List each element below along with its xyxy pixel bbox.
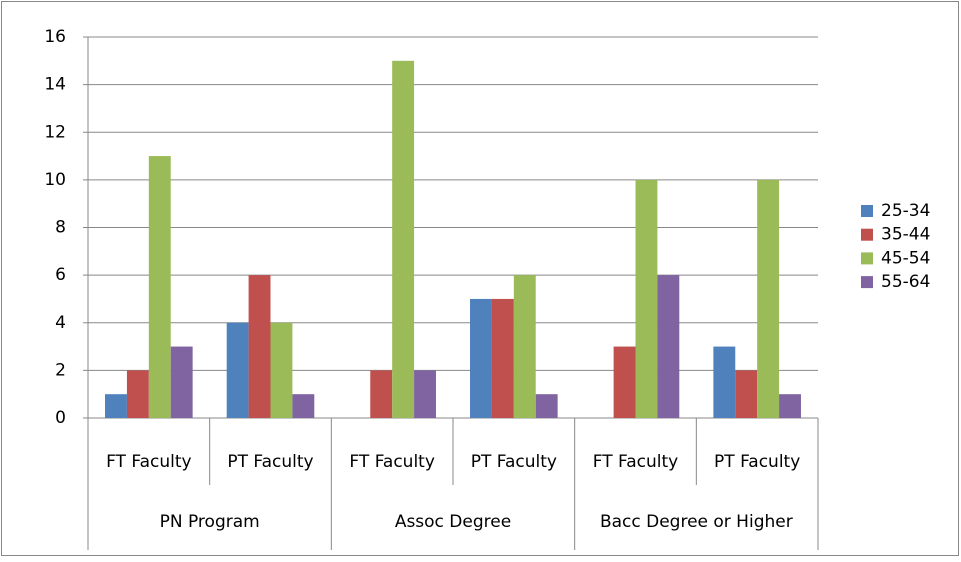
bar — [657, 275, 680, 418]
legend-label: 55-64 — [881, 272, 930, 292]
y-tick-label: 6 — [55, 265, 66, 285]
legend-swatch — [861, 252, 873, 265]
y-tick-label: 16 — [44, 27, 66, 47]
legend-swatch — [861, 205, 873, 217]
y-tick-label: 8 — [55, 218, 66, 238]
bar — [248, 275, 271, 418]
x-tick-label: PT Faculty — [714, 452, 800, 472]
bar — [392, 60, 415, 418]
x-tick-label: FT Faculty — [593, 452, 678, 472]
x-tick-label: PT Faculty — [471, 452, 557, 472]
bar — [779, 394, 801, 418]
bar — [535, 394, 558, 418]
bar — [170, 346, 193, 418]
bar — [126, 370, 149, 418]
legend-swatch — [861, 228, 873, 241]
bar — [226, 322, 249, 418]
x-tick-label: FT Faculty — [349, 452, 434, 472]
legend-swatch — [861, 276, 873, 289]
x-tick-label: FT Faculty — [106, 452, 191, 472]
group-label: Assoc Degree — [395, 512, 511, 532]
bar — [414, 370, 436, 418]
bar — [292, 394, 315, 418]
bar — [370, 370, 393, 418]
bar — [491, 298, 514, 418]
bar — [270, 322, 293, 418]
y-tick-label: 14 — [44, 75, 66, 95]
y-tick-label: 12 — [44, 122, 66, 142]
y-tick-label: 0 — [55, 408, 66, 428]
legend-label: 45-54 — [881, 248, 930, 268]
bar — [613, 346, 636, 418]
bar — [735, 370, 758, 418]
group-label: PN Program — [160, 512, 260, 532]
y-tick-label: 2 — [55, 360, 66, 380]
bar — [148, 156, 171, 418]
bar — [757, 179, 780, 418]
y-tick-label: 4 — [55, 313, 66, 333]
legend-label: 35-44 — [881, 225, 930, 245]
y-tick-label: 10 — [44, 170, 66, 190]
bar — [713, 346, 736, 418]
bar — [470, 298, 492, 418]
group-label: Bacc Degree or Higher — [600, 512, 793, 532]
legend-label: 25-34 — [881, 201, 930, 221]
x-tick-label: PT Faculty — [227, 452, 313, 472]
bar — [513, 275, 536, 418]
bar — [105, 394, 127, 418]
bar — [635, 179, 658, 418]
